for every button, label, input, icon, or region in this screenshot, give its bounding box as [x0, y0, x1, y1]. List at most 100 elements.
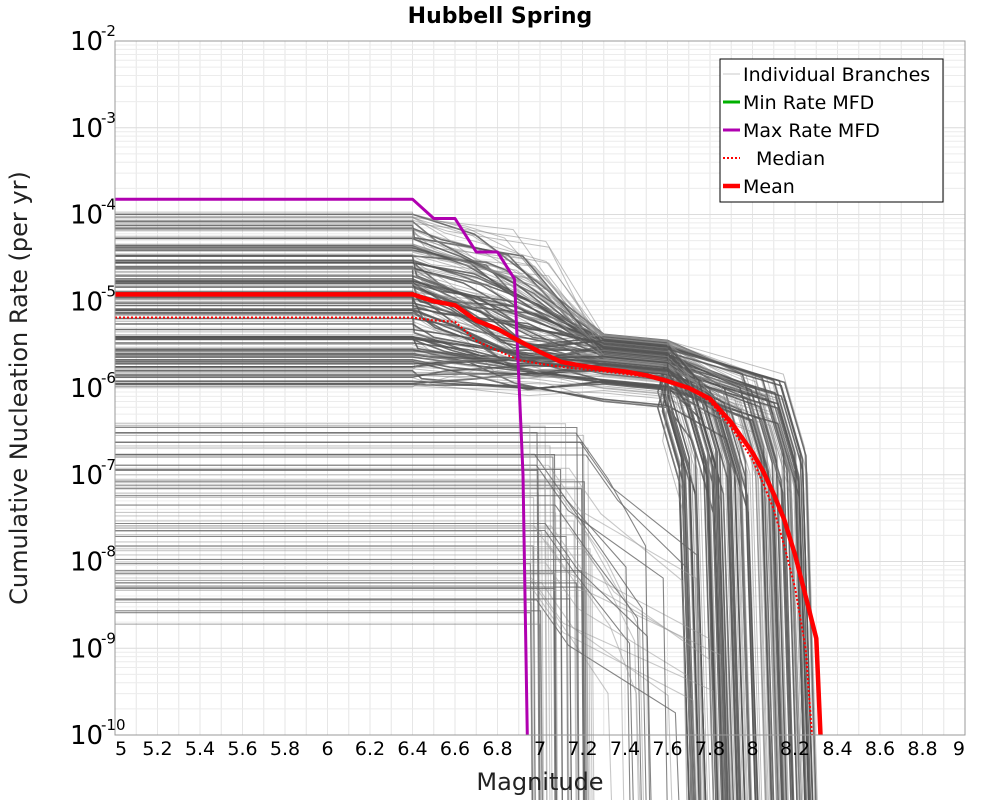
- legend-label: Min Rate MFD: [743, 92, 874, 114]
- x-tick-label: 6.6: [440, 738, 470, 760]
- branch-line: [115, 496, 537, 800]
- branch-line: [115, 562, 693, 800]
- x-tick-label: 6.8: [482, 738, 512, 760]
- y-tick-label-base: 10: [70, 721, 103, 751]
- branch-line: [115, 570, 584, 800]
- x-tick-label: 8.6: [865, 738, 895, 760]
- y-tick-label-base: 10: [70, 114, 103, 144]
- branch-line: [115, 550, 570, 800]
- y-tick-label-base: 10: [70, 548, 103, 578]
- branch-line: [115, 481, 587, 800]
- branch-line: [115, 598, 573, 800]
- branch-line: [115, 441, 702, 800]
- x-tick-label: 7: [534, 738, 546, 760]
- y-tick-label-exponent: -2: [101, 22, 116, 40]
- branch-line: [115, 426, 580, 800]
- branch-line: [115, 261, 772, 800]
- branch-line: [115, 222, 727, 800]
- branch-line: [115, 431, 540, 800]
- branch-line: [115, 623, 543, 800]
- x-tick-label: 8.2: [780, 738, 810, 760]
- legend-label: Max Rate MFD: [743, 120, 880, 142]
- branch-line: [115, 445, 553, 800]
- x-tick-label: 7.2: [567, 738, 597, 760]
- branch-line: [115, 504, 642, 800]
- y-tick-label-base: 10: [70, 461, 103, 491]
- branch-line: [115, 601, 535, 800]
- y-tick-label-base: 10: [70, 201, 103, 231]
- series-mean: [115, 292, 823, 736]
- y-tick-label-exponent: -10: [101, 716, 126, 734]
- x-tick-label: 5.4: [185, 738, 215, 760]
- branch-line: [115, 610, 544, 800]
- branch-line: [115, 469, 541, 800]
- branch-line: [115, 447, 591, 800]
- branch-line: [115, 335, 757, 800]
- y-tick-label-exponent: -7: [101, 456, 116, 474]
- branch-line: [115, 545, 536, 800]
- x-tick-label: 5: [115, 738, 127, 760]
- x-tick-label: 6: [321, 738, 333, 760]
- x-tick-label: 9: [953, 738, 965, 760]
- legend: Individual Branches Min Rate MFD Max Rate …: [719, 58, 944, 203]
- branch-line: [115, 546, 714, 800]
- y-tick-label-exponent: -5: [101, 282, 116, 300]
- y-tick-labels: 10-210-310-410-510-610-710-810-910-10: [70, 22, 126, 751]
- legend-label: Individual Branches: [743, 64, 930, 86]
- branch-line: [115, 589, 589, 800]
- branch-line: [115, 425, 533, 800]
- branch-line: [115, 454, 692, 800]
- y-axis-label: Cumulative Nucleation Rate (per yr): [5, 171, 33, 605]
- branch-line: [115, 380, 810, 800]
- branch-line: [115, 599, 680, 800]
- x-tick-label: 7.4: [610, 738, 640, 760]
- branch-line: [115, 582, 579, 800]
- branch-line: [115, 368, 803, 800]
- branch-line: [115, 373, 777, 800]
- branch-line: [115, 377, 697, 800]
- y-tick-label-exponent: -6: [101, 369, 116, 387]
- y-tick-label-base: 10: [70, 287, 103, 317]
- branch-line: [115, 474, 548, 800]
- branch-line: [115, 281, 727, 800]
- branch-line: [115, 577, 718, 800]
- branch-line: [115, 554, 595, 800]
- x-tick-label: 8: [746, 738, 758, 760]
- branch-line: [115, 529, 634, 800]
- x-tick-labels: 5 5.2 5.4 5.6 5.8 6 6.2 6.4 6.6 6.8 7 7.2 7.4 7.6 7.8 8…: [115, 738, 965, 760]
- branch-line: [115, 522, 652, 800]
- branch-line: [115, 224, 744, 800]
- branch-line: [115, 423, 569, 800]
- chart-title: Hubbell Spring: [408, 4, 593, 29]
- legend-label: Median: [756, 148, 825, 170]
- x-axis-label: Magnitude: [476, 768, 603, 796]
- x-tick-label: 5.2: [142, 738, 172, 760]
- branch-line: [115, 308, 729, 800]
- individual-branches: [115, 211, 818, 800]
- series-layer: [115, 197, 823, 736]
- branch-line: [115, 320, 757, 800]
- branch-line: [115, 374, 695, 800]
- x-tick-label: 8.4: [822, 738, 852, 760]
- branch-line: [115, 274, 761, 800]
- y-tick-label-base: 10: [70, 634, 103, 664]
- branch-line: [115, 456, 556, 800]
- branch-line: [115, 253, 768, 800]
- branch-line: [115, 511, 559, 800]
- y-tick-label-exponent: -8: [101, 543, 116, 561]
- plot-frame: [114, 40, 966, 736]
- branch-line: [115, 480, 625, 800]
- x-tick-label: 7.8: [695, 738, 725, 760]
- branch-line: [115, 548, 593, 800]
- branch-line: [115, 486, 587, 800]
- branch-line: [115, 323, 814, 800]
- y-tick-label-exponent: -3: [101, 109, 116, 127]
- branch-line: [115, 216, 747, 800]
- y-tick-label-exponent: -9: [101, 629, 116, 647]
- branch-line: [115, 479, 578, 800]
- branch-line: [115, 349, 736, 800]
- branch-line: [115, 520, 577, 800]
- branch-line: [115, 267, 720, 800]
- branch-line: [115, 495, 647, 800]
